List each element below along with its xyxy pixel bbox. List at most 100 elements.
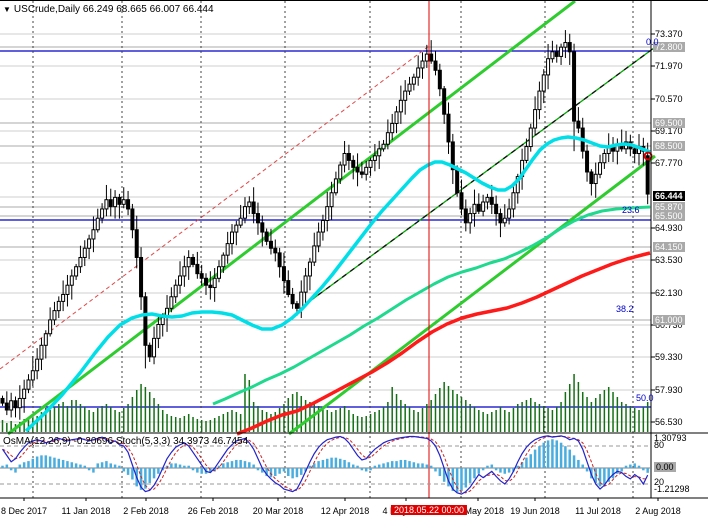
candle-bullish	[225, 243, 230, 256]
candle-bearish	[359, 171, 364, 175]
price-level-label: 61.000	[653, 315, 685, 325]
candle-bullish	[507, 208, 512, 219]
indicator-axis-label: 1.30793	[654, 433, 687, 443]
candle-bearish	[251, 201, 256, 215]
fibonacci-level-label: 38.2	[616, 304, 634, 314]
candle-bullish	[485, 196, 490, 203]
time-axis-tick: 11 Jan 2018	[61, 506, 111, 516]
candle-bearish	[204, 277, 209, 286]
candle-bearish	[281, 266, 286, 282]
candle-bullish	[43, 333, 48, 346]
candle-bearish	[13, 400, 18, 409]
candle-bearish	[0, 397, 5, 404]
candle-bullish	[593, 173, 598, 185]
indicator-axis-label: 80	[654, 440, 665, 450]
candle-bullish	[472, 203, 477, 215]
candle-bullish	[537, 90, 542, 111]
price-axis-tick: 57.930	[655, 385, 683, 395]
candle-bullish	[394, 111, 399, 124]
current-price-tag: 66.444	[653, 191, 685, 201]
candle-bullish	[52, 310, 57, 321]
candle-bearish	[450, 141, 455, 171]
candle-bullish	[550, 51, 555, 60]
time-axis-tick: 2 Aug 2018	[635, 506, 681, 516]
ma-50-cyan	[24, 135, 651, 433]
candle-bearish	[429, 53, 434, 62]
candle-bullish	[541, 74, 546, 92]
candle-bearish	[117, 196, 122, 205]
candle-bearish	[143, 296, 148, 346]
candle-bearish	[632, 148, 637, 154]
indicator-axis-label: -1.21298	[654, 484, 690, 494]
candle-bearish	[126, 199, 131, 210]
time-axis-tick: 12 Apr 2018	[320, 506, 370, 516]
time-axis-tick: 11 Jul 2018	[575, 506, 621, 516]
candle-bullish	[186, 256, 191, 268]
price-level-label: 72.800	[653, 42, 685, 52]
candle-bullish	[528, 127, 533, 148]
chart-symbol-period: USCrude,Daily	[13, 4, 81, 15]
candle-bearish	[273, 247, 278, 254]
candle-bullish	[65, 284, 70, 295]
candle-bullish	[524, 146, 529, 161]
candle-bullish	[173, 284, 178, 298]
price-axis-tick: 70.570	[655, 94, 683, 104]
price-axis-tick: 73.370	[655, 29, 683, 39]
candle-bearish	[494, 203, 499, 215]
candle-bullish	[48, 319, 53, 335]
time-axis-tick: 8 Dec 2017	[0, 506, 48, 516]
candle-bullish	[411, 76, 416, 85]
candle-bullish	[69, 275, 74, 286]
fibonacci-level-label: 0.0	[646, 37, 659, 47]
candle-bullish	[377, 148, 382, 157]
candle-bullish	[22, 388, 27, 399]
time-axis-tick: 2 Feb 2018	[123, 506, 169, 516]
symbol-dropdown-icon[interactable]: ▼	[3, 5, 11, 14]
ma-100-spring-green	[212, 205, 651, 406]
candle-bullish	[385, 132, 390, 145]
candle-bullish	[312, 245, 317, 263]
candle-bullish	[169, 296, 174, 309]
candle-bullish	[234, 224, 239, 233]
candle-bullish	[30, 370, 35, 381]
candle-bullish	[152, 337, 157, 358]
candle-bullish	[242, 206, 247, 219]
candle-bearish	[576, 120, 581, 129]
candle-bullish	[217, 266, 221, 279]
candle-bullish	[342, 152, 347, 166]
candle-bearish	[459, 192, 464, 210]
candle-bullish	[329, 192, 334, 208]
channel-lower	[7, 1, 576, 436]
candle-bullish	[221, 254, 226, 268]
candle-bullish	[420, 60, 425, 69]
ma-200-red	[236, 251, 651, 436]
candle-bullish	[563, 42, 568, 48]
price-level-label: 69.500	[653, 118, 685, 128]
candle-bullish	[407, 83, 412, 92]
price-axis-tick: 63.530	[655, 255, 683, 265]
candle-bearish	[589, 171, 594, 185]
price-axis-tick: 71.970	[655, 61, 683, 71]
candle-bullish	[398, 99, 403, 113]
candle-bullish	[468, 213, 473, 224]
candle-bullish	[299, 291, 304, 309]
price-axis-tick: 64.930	[655, 223, 683, 233]
candle-bullish	[56, 300, 61, 312]
indicator-axis-label: 20	[654, 477, 665, 487]
candle-bearish	[463, 208, 468, 224]
red-dashed-trend	[0, 45, 430, 370]
candle-bullish	[333, 178, 338, 194]
price-level-label: 64.150	[653, 242, 685, 252]
candle-bullish	[403, 90, 408, 101]
candle-bullish	[559, 46, 564, 57]
channel-upper	[288, 154, 656, 436]
candle-bullish	[325, 206, 330, 222]
candle-bearish	[355, 166, 360, 173]
candle-bullish	[82, 247, 87, 258]
candle-bearish	[4, 402, 9, 411]
price-axis-tick: 60.730	[655, 320, 683, 330]
price-axis-tick: 62.130	[655, 288, 683, 298]
candles-layer	[0, 30, 650, 420]
candle-bearish	[108, 199, 113, 208]
